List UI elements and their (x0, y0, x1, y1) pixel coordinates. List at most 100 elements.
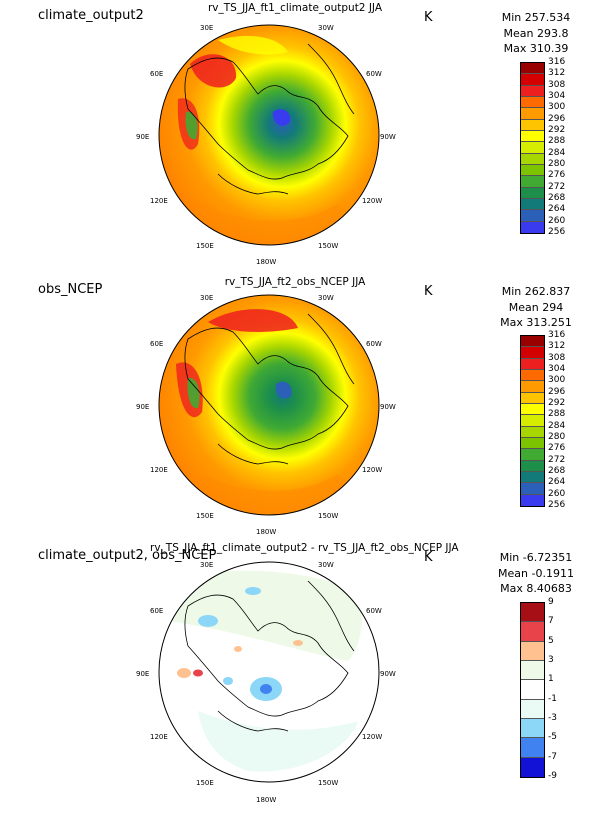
colorbar-swatch (521, 403, 544, 416)
colorbar-label: 268 (548, 466, 566, 476)
colorbar-swatch (521, 622, 544, 642)
lon-label-60w: 60W (366, 607, 382, 615)
colorbar-swatch (521, 471, 544, 484)
colorbar-label: 316 (548, 330, 566, 340)
colorbar-swatch (521, 74, 544, 86)
colorbar-swatch (521, 603, 544, 623)
polar-map (158, 294, 380, 516)
coastlines (184, 43, 355, 195)
colorbar-label: -3 (548, 713, 557, 723)
units-label: K (424, 550, 433, 565)
colorbar-swatch (521, 96, 544, 109)
colorbar-label: 256 (548, 500, 566, 510)
colorbar-label: 7 (548, 616, 554, 627)
colorbar-swatch (521, 392, 544, 404)
colorbar-label: 5 (548, 635, 554, 646)
lon-label-30w: 30W (318, 294, 334, 302)
coastlines (184, 580, 355, 732)
small-negative-region (198, 711, 358, 772)
colorbar-label: 300 (548, 375, 566, 386)
colorbar-swatch (521, 336, 544, 348)
lon-label-60e: 60E (150, 340, 164, 348)
cold-core (272, 109, 291, 126)
polar-map (158, 24, 380, 246)
colorbar-swatch (521, 347, 544, 359)
colorbar-label: 300 (548, 102, 566, 113)
colorbar-swatch (521, 415, 544, 427)
lon-label-150w: 150W (318, 242, 339, 250)
colorbar-swatch (521, 221, 544, 233)
lon-label-120e: 120E (150, 197, 168, 205)
plot-title: rv_TS_JJA_ft1_climate_output2 - rv_TS_JJ… (150, 542, 459, 554)
colorbar-label: 288 (548, 409, 566, 420)
lon-label-90w: 90W (380, 670, 396, 678)
colorbar-label: 296 (548, 386, 566, 397)
colorbar-swatch (521, 198, 544, 211)
lon-label-120e: 120E (150, 466, 168, 474)
colorbar-label: 264 (548, 477, 566, 488)
case-name: climate_output2 (38, 8, 144, 23)
colorbar-swatches (520, 602, 545, 778)
colorbar-swatch (521, 63, 544, 75)
lon-label-90e: 90E (136, 133, 150, 141)
positive-anomaly (177, 668, 191, 678)
colorbar-swatch (521, 369, 544, 382)
colorbar-label: -1 (548, 693, 557, 704)
colorbar-label: 284 (548, 147, 566, 158)
negative-anomaly (223, 677, 233, 685)
stats-box: Min 257.534 Mean 293.8 Max 310.39 (486, 10, 586, 57)
colorbar: 316 312 308 304 300 296 292 288 284 280 … (520, 330, 565, 510)
colorbar-swatch (521, 85, 544, 97)
colorbar-label: 272 (548, 181, 566, 192)
colorbar-swatch (521, 738, 544, 758)
panel-model: climate_output2 rv_TS_JJA_ft1_climate_ou… (0, 0, 606, 270)
colorbar-swatches (520, 62, 545, 234)
colorbar-label: 260 (548, 215, 566, 226)
colorbar-label: 304 (548, 91, 566, 101)
lon-label-180w: 180W (256, 528, 277, 536)
colorbar-swatch (521, 680, 544, 700)
lon-label-90e: 90E (136, 403, 150, 411)
lon-label-30e: 30E (200, 561, 214, 569)
colorbar-label: 308 (548, 79, 566, 90)
plot-title: rv_TS_JJA_ft1_climate_output2 JJA (207, 2, 383, 14)
cold-core (275, 381, 292, 399)
colorbar-label: 284 (548, 420, 566, 431)
colorbar-label: 256 (548, 227, 566, 237)
cool-region (187, 377, 200, 409)
colorbar-label: 292 (548, 398, 566, 408)
lon-label-90e: 90E (136, 670, 150, 678)
colorbar-swatch (521, 358, 544, 370)
colorbar-swatches (520, 335, 545, 507)
stat-max: Max 8.40683 (500, 582, 572, 595)
strong-negative-anomaly (260, 684, 272, 694)
colorbar-label: 264 (548, 204, 566, 215)
colorbar-label: 296 (548, 113, 566, 124)
colorbar-swatch (521, 176, 544, 188)
lon-label-120w: 120W (362, 466, 383, 474)
colorbar-label: -9 (548, 771, 557, 781)
lon-label-120w: 120W (362, 197, 383, 205)
lon-label-30w: 30W (318, 24, 334, 32)
positive-anomaly (293, 640, 303, 646)
cool-region (185, 111, 198, 140)
colorbar-label: 276 (548, 443, 566, 454)
warm-region (190, 54, 237, 88)
colorbar-label: 308 (548, 352, 566, 363)
lon-label-90w: 90W (380, 133, 396, 141)
colorbar-swatch (521, 426, 544, 438)
colorbar-label: 9 (548, 597, 554, 607)
colorbar-swatch (521, 108, 544, 120)
coastlines (184, 313, 355, 465)
colorbar-label: 268 (548, 193, 566, 203)
stat-mean: Mean 294 (508, 300, 564, 314)
units-label: K (424, 10, 433, 25)
lon-label-120e: 120E (150, 733, 168, 741)
colorbar-label: -7 (548, 751, 557, 762)
negative-anomaly (245, 587, 261, 595)
colorbar-swatch (521, 164, 544, 177)
polar-map (158, 561, 380, 783)
lon-label-150e: 150E (196, 512, 214, 520)
colorbar-label: 312 (548, 341, 566, 352)
panel-observation: obs_NCEP rv_TS_JJA_ft2_obs_NCEP JJA K Mi… (0, 274, 606, 544)
